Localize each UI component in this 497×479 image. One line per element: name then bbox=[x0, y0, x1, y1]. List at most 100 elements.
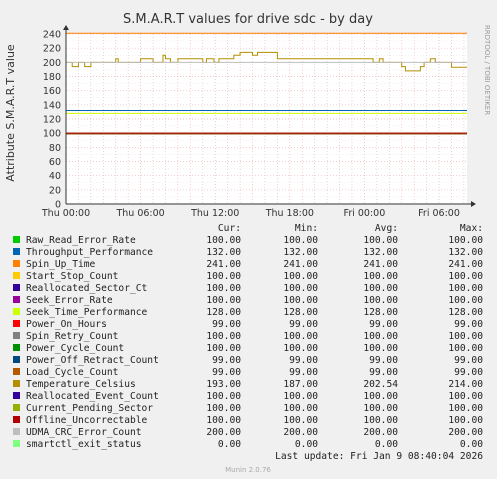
legend-avg: 132.00 bbox=[363, 247, 398, 258]
legend-label: Reallocated_Event_Count bbox=[26, 391, 159, 402]
legend-min: 200.00 bbox=[283, 427, 318, 438]
legend-max: 100.00 bbox=[448, 235, 483, 246]
legend-row: Seek_Time_Performance 128.00 128.00 128.00 1… bbox=[13, 307, 483, 318]
legend-swatch bbox=[13, 260, 20, 267]
legend-row: Reallocated_Event_Count 100.00 100.00 100.0… bbox=[13, 391, 483, 402]
legend-label: smartctl_exit_status bbox=[26, 439, 142, 450]
legend-min: 100.00 bbox=[283, 331, 318, 342]
legend-avg: 100.00 bbox=[363, 403, 398, 414]
legend-cur: 100.00 bbox=[206, 295, 241, 306]
legend-max: 100.00 bbox=[448, 403, 483, 414]
legend-row: Throughput_Performance 132.00 132.00 132.00… bbox=[13, 247, 483, 258]
x-tick-label: Thu 06:00 bbox=[115, 208, 164, 219]
legend-label: Start_Stop_Count bbox=[26, 271, 118, 282]
legend-min: 99.00 bbox=[289, 367, 318, 378]
legend-cur: 100.00 bbox=[206, 343, 241, 354]
y-tick-label: 220 bbox=[43, 44, 61, 55]
legend-label: Current_Pending_Sector bbox=[26, 403, 153, 414]
legend-swatch bbox=[13, 272, 20, 279]
y-tick-label: 240 bbox=[43, 30, 61, 41]
y-axis-label: Attribute S.M.A.R.T value bbox=[4, 44, 17, 182]
legend-cur: 100.00 bbox=[206, 403, 241, 414]
legend-swatch bbox=[13, 236, 20, 243]
legend-avg: 128.00 bbox=[363, 307, 398, 318]
legend-max: 100.00 bbox=[448, 343, 483, 354]
legend-row: smartctl_exit_status 0.00 0.00 0.00 0.00 bbox=[13, 439, 483, 450]
chart-title: S.M.A.R.T values for drive sdc - by day bbox=[123, 12, 373, 27]
legend-cur: 128.00 bbox=[206, 307, 241, 318]
y-tick-label: 60 bbox=[49, 157, 61, 168]
legend-avg: 200.00 bbox=[363, 427, 398, 438]
legend-max: 0.00 bbox=[460, 439, 483, 450]
legend-max: 132.00 bbox=[448, 247, 483, 258]
legend-avg: 100.00 bbox=[363, 343, 398, 354]
grid bbox=[66, 33, 467, 205]
legend-swatch bbox=[13, 416, 20, 423]
legend-cur: 99.00 bbox=[212, 319, 241, 330]
legend-label: Power_Cycle_Count bbox=[26, 343, 124, 354]
legend-min: 99.00 bbox=[289, 319, 318, 330]
legend-label: Raw_Read_Error_Rate bbox=[26, 235, 136, 246]
legend-cur: 100.00 bbox=[206, 391, 241, 402]
legend-label: UDMA_CRC_Error_Count bbox=[26, 427, 142, 438]
legend-cur: 100.00 bbox=[206, 415, 241, 426]
legend-header-avg: Avg: bbox=[375, 223, 398, 234]
legend-max: 100.00 bbox=[448, 391, 483, 402]
legend-cur: 132.00 bbox=[206, 247, 241, 258]
legend-max: 241.00 bbox=[448, 259, 483, 270]
legend-swatch bbox=[13, 320, 20, 327]
legend-swatch bbox=[13, 392, 20, 399]
legend-min: 100.00 bbox=[283, 403, 318, 414]
y-tick-label: 180 bbox=[43, 72, 61, 83]
legend-label: Load_Cycle_Count bbox=[26, 367, 118, 378]
legend-swatch bbox=[13, 356, 20, 363]
legend-cur: 100.00 bbox=[206, 235, 241, 246]
legend-swatch bbox=[13, 344, 20, 351]
x-tick-label: Thu 00:00 bbox=[41, 208, 90, 219]
y-tick-label: 200 bbox=[43, 58, 61, 69]
legend-min: 100.00 bbox=[283, 283, 318, 294]
legend-avg: 99.00 bbox=[369, 355, 398, 366]
legend-row: Start_Stop_Count 100.00 100.00 100.00 100.00 bbox=[13, 271, 483, 282]
legend-cur: 200.00 bbox=[206, 427, 241, 438]
x-tick-labels: Thu 00:00 Thu 06:00 Thu 12:00 Thu 18:00 Fri … bbox=[41, 208, 460, 219]
legend-max: 99.00 bbox=[454, 319, 483, 330]
legend-row: Power_Off_Retract_Count 99.00 99.00 99.00 99… bbox=[13, 355, 483, 366]
legend-min: 100.00 bbox=[283, 415, 318, 426]
legend-label: Seek_Error_Rate bbox=[26, 295, 113, 306]
legend-row: Power_On_Hours 99.00 99.00 99.00 99.00 bbox=[13, 319, 483, 330]
legend-row: Reallocated_Sector_Ct 100.00 100.00 100.00 1… bbox=[13, 283, 483, 294]
legend-max: 128.00 bbox=[448, 307, 483, 318]
legend-row: Raw_Read_Error_Rate 100.00 100.00 100.00 100… bbox=[13, 235, 483, 246]
y-tick-label: 20 bbox=[49, 185, 61, 196]
legend-min: 128.00 bbox=[283, 307, 318, 318]
x-tick-label: Fri 00:00 bbox=[344, 208, 386, 219]
legend-swatch bbox=[13, 296, 20, 303]
legend-max: 99.00 bbox=[454, 355, 483, 366]
legend-header-min: Min: bbox=[295, 223, 318, 234]
y-tick-label: 160 bbox=[43, 86, 61, 97]
legend-max: 200.00 bbox=[448, 427, 483, 438]
legend-header: Cur: Min: Avg: Max: bbox=[218, 223, 483, 234]
legend-min: 0.00 bbox=[295, 439, 318, 450]
legend-swatch bbox=[13, 428, 20, 435]
x-tick-label: Thu 18:00 bbox=[265, 208, 314, 219]
rrdtool-watermark: RRDTOOL / TOBI OETIKER bbox=[483, 25, 491, 115]
legend-row: Temperature_Celsius 193.00 187.00 202.54 214… bbox=[13, 379, 483, 390]
legend-avg: 100.00 bbox=[363, 391, 398, 402]
legend-row: Power_Cycle_Count 100.00 100.00 100.00 100.0… bbox=[13, 343, 483, 354]
legend-swatch bbox=[13, 248, 20, 255]
legend-cur: 100.00 bbox=[206, 331, 241, 342]
legend-avg: 100.00 bbox=[363, 235, 398, 246]
y-tick-label: 40 bbox=[49, 171, 61, 182]
legend-label: Spin_Retry_Count bbox=[26, 331, 118, 342]
x-tick-label: Thu 12:00 bbox=[190, 208, 239, 219]
legend-row: Spin_Up_Time 241.00 241.00 241.00 241.00 bbox=[13, 259, 483, 270]
x-axis-arrow bbox=[471, 201, 476, 207]
legend-cur: 99.00 bbox=[212, 355, 241, 366]
legend-swatch bbox=[13, 368, 20, 375]
legend-cur: 100.00 bbox=[206, 271, 241, 282]
legend-avg: 99.00 bbox=[369, 319, 398, 330]
legend-max: 99.00 bbox=[454, 367, 483, 378]
